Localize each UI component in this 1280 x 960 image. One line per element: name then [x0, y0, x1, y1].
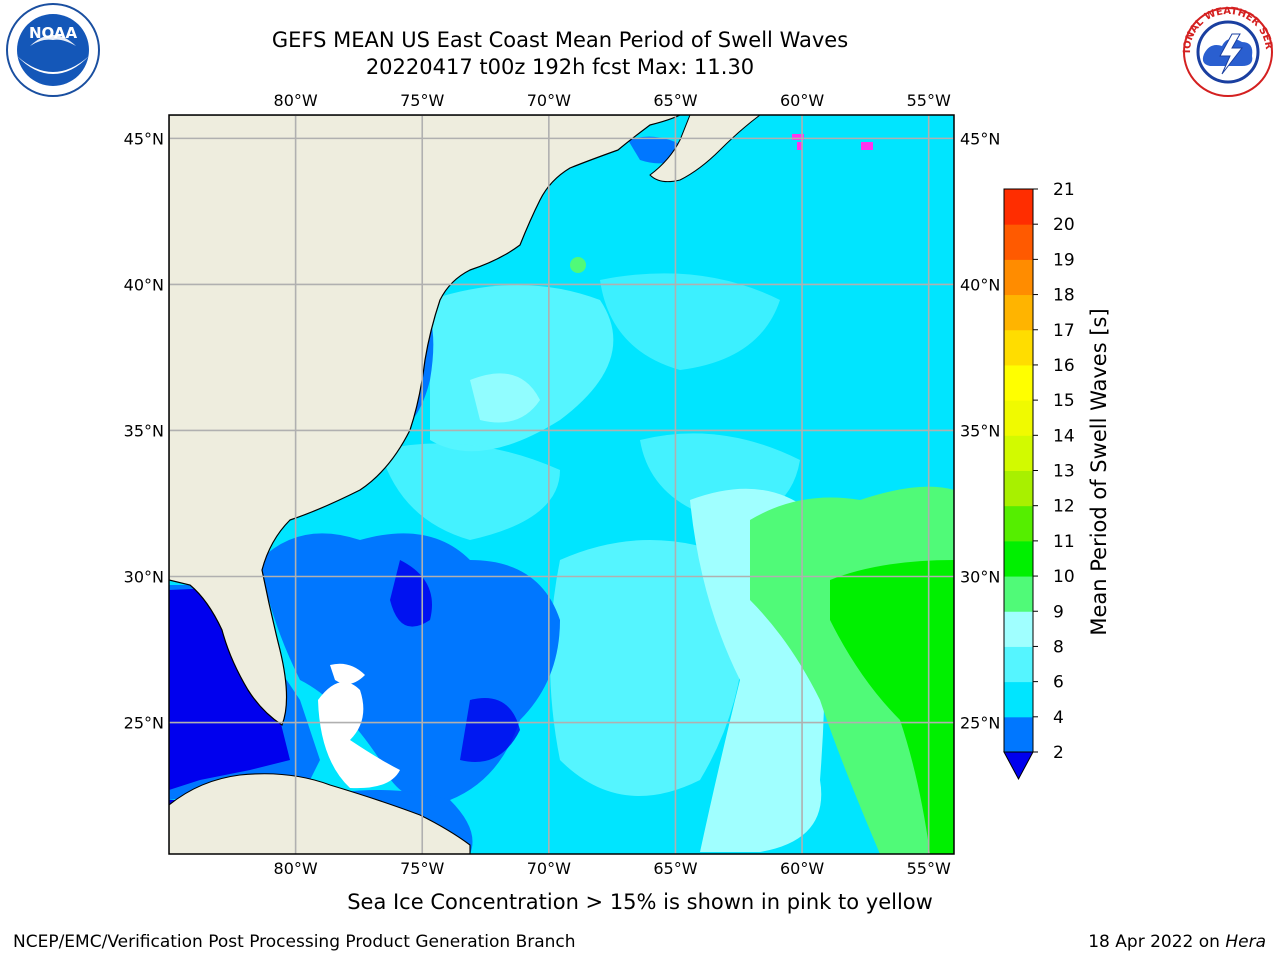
- sea-ice-note: Sea Ice Concentration > 15% is shown in …: [347, 890, 933, 914]
- colorbar-tick-label: 13: [1053, 462, 1075, 482]
- colorbar-tick-label: 15: [1053, 391, 1075, 411]
- colorbar-tick-label: 10: [1053, 567, 1075, 587]
- lon-tick-top: 65°W: [653, 91, 697, 110]
- colorbar-swatch: [1004, 364, 1033, 401]
- colorbar-tick-label: 12: [1053, 497, 1075, 517]
- colorbar-tick-label: 21: [1053, 180, 1075, 200]
- lon-tick-bottom: 70°W: [527, 859, 571, 878]
- colorbar-swatch: [1004, 435, 1033, 471]
- chart-subtitle: 20220417 t00z 192h fcst Max: 11.30: [365, 55, 755, 79]
- lon-tick-top: 55°W: [907, 91, 951, 110]
- map-gridlines: [169, 115, 954, 854]
- colorbar-tick-label: 17: [1053, 321, 1075, 341]
- colorbar-tick-label: 8: [1053, 637, 1064, 657]
- lon-tick-bottom: 75°W: [400, 859, 444, 878]
- colorbar-swatch: [1004, 505, 1033, 542]
- lat-tick-left: 45°N: [124, 129, 164, 148]
- footer-machine: Hera: [1225, 932, 1266, 952]
- colorbar-swatch: [1004, 540, 1033, 577]
- colorbar-tick-label: 19: [1053, 250, 1075, 270]
- lat-tick-right: 35°N: [960, 421, 1000, 440]
- map-border: [168, 114, 955, 855]
- noaa-logo-icon: NOAA: [2, 2, 104, 98]
- nws-logo-icon: NATIONAL WEATHER SERVICE: [1180, 6, 1276, 98]
- noaa-logo-text: NOAA: [29, 24, 78, 42]
- colorbar-swatch: [1004, 716, 1033, 753]
- colorbar-swatch: [1004, 224, 1033, 260]
- lon-tick-bottom: 65°W: [653, 859, 697, 878]
- lon-tick-top: 60°W: [780, 91, 824, 110]
- lon-tick-top: 70°W: [527, 91, 571, 110]
- colorbar-swatch: [1004, 189, 1033, 225]
- colorbar-label: Mean Period of Swell Waves [s]: [1087, 308, 1111, 635]
- footer-date-text: 18 Apr 2022 on: [1088, 932, 1220, 952]
- lat-tick-right: 40°N: [960, 275, 1000, 294]
- lat-tick-right: 45°N: [960, 129, 1000, 148]
- colorbar-tick-label: 11: [1053, 532, 1075, 552]
- lon-tick-top: 80°W: [274, 91, 318, 110]
- map-tick-labels: 80°W 80°W 75°W 75°W 70°W 70°W 65°W 65°W 60°W 60°W…: [124, 91, 1001, 878]
- colorbar-swatch: [1004, 329, 1033, 366]
- colorbar-tick-label: 18: [1053, 286, 1075, 306]
- lon-tick-bottom: 55°W: [907, 859, 951, 878]
- colorbar-swatch: [1004, 611, 1033, 647]
- colorbar-swatch: [1004, 294, 1033, 331]
- colorbar-swatch: [1004, 259, 1033, 296]
- footer-credit: NCEP/EMC/Verification Post Processing Pr…: [13, 932, 576, 952]
- colorbar-swatch: [1004, 470, 1033, 507]
- chart-title: GEFS MEAN US East Coast Mean Period of S…: [271, 28, 849, 52]
- colorbar-tick-label: 2: [1053, 743, 1064, 763]
- colorbar-swatch: [1004, 400, 1033, 436]
- colorbar-tick-label: 14: [1053, 426, 1075, 446]
- lat-tick-left: 30°N: [124, 568, 164, 587]
- lon-tick-bottom: 60°W: [780, 859, 824, 878]
- colorbar-tick-label: 6: [1053, 673, 1064, 693]
- lat-tick-left: 40°N: [124, 275, 164, 294]
- colorbar-swatch: [1004, 646, 1033, 683]
- footer-date: 18 Apr 2022 on Hera: [1088, 932, 1266, 952]
- colorbar-extend-arrow: [1003, 751, 1034, 781]
- lat-tick-right: 30°N: [960, 568, 1000, 587]
- map-area: [169, 115, 954, 854]
- lon-tick-top: 75°W: [400, 91, 444, 110]
- colorbar-swatch: [1004, 576, 1033, 612]
- colorbar-swatch: [1004, 681, 1033, 718]
- lon-tick-bottom: 80°W: [274, 859, 318, 878]
- lat-tick-right: 25°N: [960, 714, 1000, 733]
- lat-tick-left: 25°N: [124, 714, 164, 733]
- colorbar-tick-label: 9: [1053, 602, 1064, 622]
- colorbar: 2 4 6 8 9 10 11 12 13 14 15 16 17 18 19 20 21: [1003, 180, 1075, 781]
- colorbar-tick-label: 16: [1053, 356, 1075, 376]
- colorbar-tick-label: 20: [1053, 215, 1075, 235]
- lat-tick-left: 35°N: [124, 421, 164, 440]
- colorbar-tick-label: 4: [1053, 708, 1064, 728]
